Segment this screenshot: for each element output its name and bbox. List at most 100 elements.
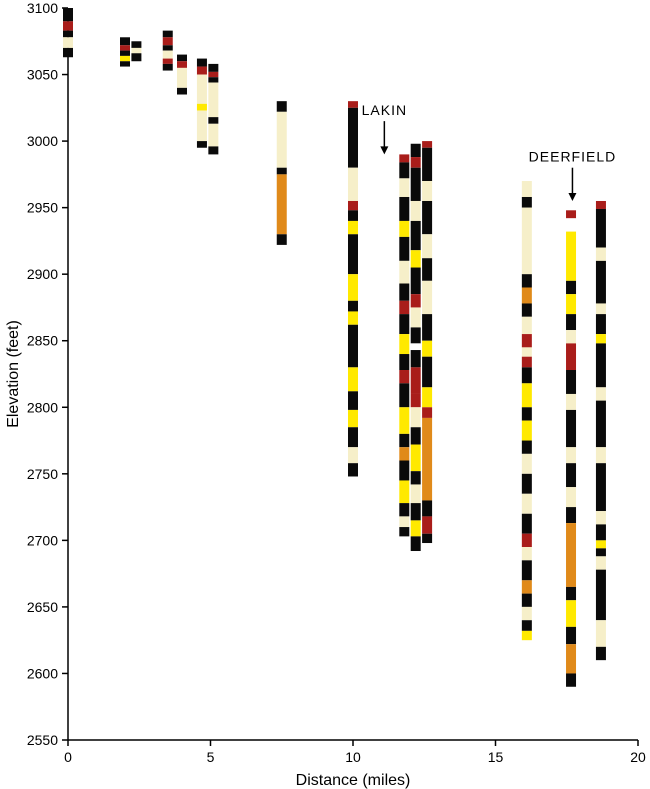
strat-segment <box>277 101 287 112</box>
y-tick-label: 2650 <box>27 599 58 615</box>
strat-segment <box>566 294 576 314</box>
strat-segment <box>566 210 576 218</box>
strat-segment <box>399 197 409 221</box>
strat-segment <box>522 441 532 454</box>
strat-segment <box>197 67 207 75</box>
x-axis-label: Distance (miles) <box>296 772 411 789</box>
strat-segment <box>566 487 576 507</box>
strat-segment <box>566 507 576 523</box>
strat-segment <box>522 197 532 208</box>
strat-segment <box>399 154 409 162</box>
y-tick-label: 2850 <box>27 333 58 349</box>
strat-segment <box>522 208 532 275</box>
strat-segment <box>399 314 409 334</box>
strat-segment <box>522 334 532 347</box>
strat-segment <box>348 311 358 324</box>
strat-segment <box>348 427 358 447</box>
strat-segment <box>422 181 432 201</box>
strat-segment <box>596 620 606 647</box>
strat-segment <box>63 31 73 38</box>
strat-segment <box>522 547 532 560</box>
strat-segment <box>399 447 409 460</box>
strat-segment <box>120 56 130 61</box>
strat-segment <box>411 157 421 168</box>
strat-segment <box>596 334 606 343</box>
strat-segment <box>411 144 421 157</box>
x-tick-label: 20 <box>630 749 646 765</box>
strat-segment <box>411 221 421 250</box>
strat-segment <box>399 283 409 300</box>
strat-segment <box>596 463 606 511</box>
strat-segment <box>566 410 576 447</box>
strat-segment <box>522 303 532 316</box>
strat-segment <box>522 631 532 640</box>
strat-segment <box>163 64 173 71</box>
strat-segment <box>131 48 141 53</box>
strat-segment <box>566 218 576 231</box>
strat-segment <box>422 500 432 516</box>
strat-segment <box>411 484 421 503</box>
strat-segment <box>566 447 576 463</box>
strat-segment <box>596 387 606 400</box>
strat-segment <box>566 370 576 394</box>
strat-segment <box>277 168 287 175</box>
strat-segment <box>522 407 532 420</box>
stratigraphic-cross-section: 2550260026502700275028002850290029503000… <box>0 0 650 789</box>
strat-segment <box>522 317 532 334</box>
strat-segment <box>566 394 576 410</box>
strat-segment <box>348 234 358 274</box>
strat-segment <box>596 548 606 556</box>
strat-segment <box>566 523 576 587</box>
strat-segment <box>566 330 576 343</box>
strat-segment <box>120 37 130 45</box>
strat-segment <box>566 644 576 673</box>
strat-segment <box>596 201 606 209</box>
strat-segment <box>399 261 409 284</box>
y-tick-label: 3050 <box>27 67 58 83</box>
strat-segment <box>596 524 606 540</box>
strat-segment <box>348 447 358 463</box>
strat-segment <box>177 55 187 62</box>
strat-segment <box>348 210 358 221</box>
y-tick-label: 3000 <box>27 133 58 149</box>
strat-segment <box>422 258 432 281</box>
strat-segment <box>208 83 218 118</box>
strat-segment <box>208 117 218 124</box>
strat-segment <box>596 556 606 569</box>
strat-segment <box>197 110 207 141</box>
strat-segment <box>522 494 532 514</box>
strat-segment <box>422 418 432 501</box>
strat-segment <box>566 232 576 281</box>
strat-segment <box>63 37 73 48</box>
strat-segment <box>596 314 606 334</box>
strat-segment <box>63 8 73 21</box>
strat-segment <box>422 357 432 388</box>
strat-segment <box>197 141 207 148</box>
strat-segment <box>399 407 409 434</box>
strat-segment <box>208 64 218 72</box>
arrowhead-icon <box>568 193 576 201</box>
strat-segment <box>63 48 73 57</box>
strat-segment <box>63 21 73 30</box>
strat-segment <box>399 178 409 197</box>
strat-segment <box>422 341 432 357</box>
strat-segment <box>522 181 532 197</box>
strat-segment <box>177 68 187 88</box>
strat-segment <box>522 454 532 474</box>
strat-segment <box>411 294 421 307</box>
strat-segment <box>411 168 421 201</box>
strat-segment <box>120 61 130 66</box>
strat-segment <box>399 434 409 447</box>
strat-segment <box>522 580 532 593</box>
x-tick-label: 0 <box>64 749 72 765</box>
strat-segment <box>596 261 606 304</box>
strat-segment <box>422 148 432 181</box>
y-tick-label: 2750 <box>27 466 58 482</box>
strat-segment <box>566 314 576 330</box>
strat-segment <box>422 407 432 418</box>
strat-segment <box>348 108 358 168</box>
strat-segment <box>411 427 421 444</box>
strat-segment <box>596 343 606 387</box>
strat-segment <box>163 45 173 50</box>
strat-segment <box>208 124 218 147</box>
